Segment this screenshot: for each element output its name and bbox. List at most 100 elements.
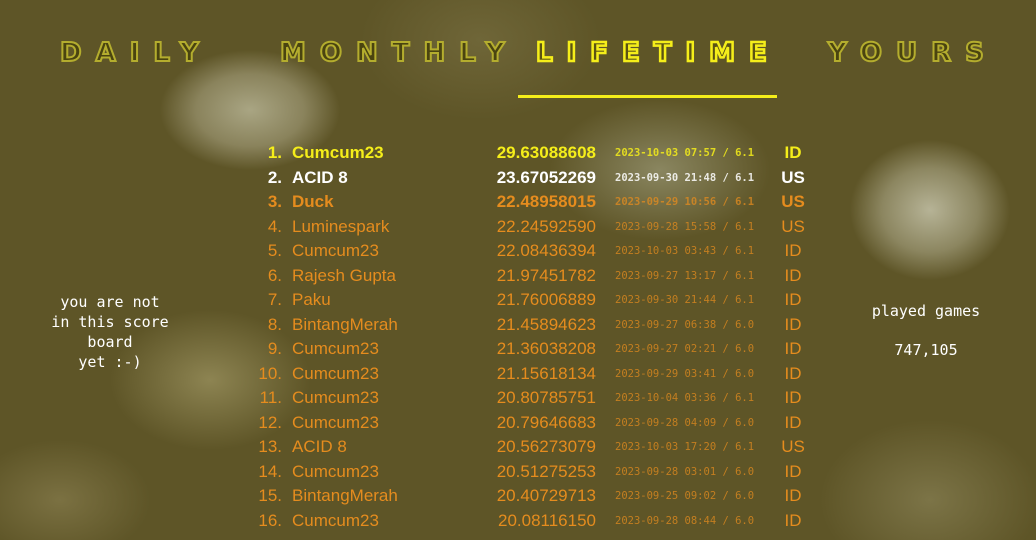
row-date: 2023-09-27 06:38 / 6.0 <box>615 318 755 331</box>
table-row: 10. Cumcum23 21.15618134 2023-09-29 03:41 /… <box>0 362 1036 386</box>
row-cc: ID <box>784 314 802 334</box>
row-cc: US <box>781 216 805 236</box>
row-score: 22.24592590 <box>496 216 596 236</box>
table-row: 11. Cumcum23 20.80785751 2023-10-04 03:36 /… <box>0 386 1036 410</box>
row-name: Cumcum23 <box>292 412 379 432</box>
status-line: board <box>87 333 133 351</box>
row-cc: US <box>781 192 805 211</box>
row-name: Paku <box>292 290 331 309</box>
row-name: Cumcum23 <box>292 510 379 530</box>
row-cc: ID <box>784 363 802 383</box>
row-name: BintangMerah <box>292 314 398 334</box>
table-row: 8. BintangMerah 21.45894623 2023-09-27 06:3… <box>0 313 1036 337</box>
row-rank: 5. <box>267 241 282 260</box>
row-date: 2023-09-25 09:02 / 6.0 <box>615 490 755 502</box>
table-row: 15. BintangMerah 20.40729713 2023-09-25 09:… <box>0 484 1036 508</box>
table-row: 1. Cumcum23 29.63088608 2023-10-03 07:57 / … <box>0 141 1036 165</box>
row-cc: ID <box>784 241 802 260</box>
row-cc: ID <box>784 486 802 505</box>
row-date: 2023-09-28 15:58 / 6.1 <box>615 220 755 233</box>
table-row: 14. Cumcum23 20.51275253 2023-09-28 03:01 /… <box>0 460 1036 484</box>
row-rank: 6. <box>267 265 282 285</box>
table-row: 13. ACID 8 20.56273079 2023-10-03 17:20 / 6… <box>0 435 1036 459</box>
row-date: 2023-09-29 03:41 / 6.0 <box>615 367 755 380</box>
row-cc: ID <box>784 510 802 530</box>
row-name: Rajesh Gupta <box>292 265 396 285</box>
row-score: 20.80785751 <box>496 388 596 407</box>
row-score: 20.40729713 <box>496 486 596 505</box>
row-rank: 8. <box>267 314 282 334</box>
row-score: 22.08436394 <box>496 241 596 260</box>
row-rank: 3. <box>267 192 282 211</box>
played-games-label: played games <box>871 302 981 320</box>
tab-daily[interactable]: DAILY <box>59 37 213 69</box>
row-date: 2023-09-28 08:44 / 6.0 <box>615 514 755 527</box>
row-date: 2023-10-03 07:57 / 6.1 <box>615 147 755 159</box>
row-name: Cumcum23 <box>292 388 379 407</box>
row-rank: 2. <box>267 167 282 187</box>
row-date: 2023-09-30 21:44 / 6.1 <box>615 294 755 306</box>
row-name: Luminespark <box>292 216 390 236</box>
row-cc: US <box>781 167 805 187</box>
status-line: in this score <box>51 313 169 331</box>
row-name: Cumcum23 <box>292 363 379 383</box>
row-rank: 7. <box>267 290 282 309</box>
row-cc: ID <box>784 143 802 162</box>
active-tab-underline <box>518 95 777 98</box>
row-name: ACID 8 <box>292 437 347 456</box>
tab-lifetime[interactable]: LIFETIME <box>535 37 781 70</box>
row-date: 2023-09-28 04:09 / 6.0 <box>615 416 755 429</box>
row-score: 21.97451782 <box>496 265 596 285</box>
played-games-count: 747,105 <box>894 341 958 359</box>
table-row: 9. Cumcum23 21.36038208 2023-09-27 02:21 / … <box>0 337 1036 361</box>
row-cc: ID <box>784 412 802 432</box>
row-rank: 10. <box>258 363 282 383</box>
row-date: 2023-09-28 03:01 / 6.0 <box>615 465 755 478</box>
row-date: 2023-09-29 10:56 / 6.1 <box>615 196 755 208</box>
tab-yours[interactable]: YOURS <box>827 37 998 69</box>
row-score: 21.76006889 <box>496 290 596 309</box>
row-date: 2023-10-04 03:36 / 6.1 <box>615 392 755 404</box>
table-row: 4. Luminespark 22.24592590 2023-09-28 15:58… <box>0 215 1036 239</box>
table-row: 12. Cumcum23 20.79646683 2023-09-28 04:09 /… <box>0 411 1036 435</box>
row-score: 21.15618134 <box>496 363 596 383</box>
table-row: 16. Cumcum23 20.08116150 2023-09-28 08:44 /… <box>0 509 1036 533</box>
row-date: 2023-10-03 03:43 / 6.1 <box>615 245 755 257</box>
row-score: 20.08116150 <box>497 510 596 530</box>
table-row: 3. Duck 22.48958015 2023-09-29 10:56 / 6.1 U… <box>0 190 1036 214</box>
row-rank: 15. <box>258 486 282 505</box>
status-line: you are not <box>60 293 160 311</box>
row-name: Duck <box>292 192 334 211</box>
row-cc: ID <box>784 388 802 407</box>
table-row: 7. Paku 21.76006889 2023-09-30 21:44 / 6.1 I… <box>0 288 1036 312</box>
row-name: Cumcum23 <box>292 143 384 162</box>
table-row: 6. Rajesh Gupta 21.97451782 2023-09-27 13:1… <box>0 264 1036 288</box>
row-rank: 9. <box>267 339 282 358</box>
table-row: 2. ACID 8 23.67052269 2023-09-30 21:48 / 6.… <box>0 166 1036 190</box>
not-ranked-message: you are not in this score board yet :-) <box>30 292 190 372</box>
row-rank: 1. <box>267 143 282 162</box>
row-rank: 4. <box>267 216 282 236</box>
row-rank: 14. <box>258 461 282 481</box>
row-cc: ID <box>784 265 802 285</box>
row-rank: 16. <box>258 510 282 530</box>
row-name: Cumcum23 <box>292 339 379 358</box>
row-score: 21.45894623 <box>496 314 596 334</box>
tab-monthly[interactable]: MONTHLY <box>279 37 519 69</box>
row-date: 2023-09-27 02:21 / 6.0 <box>615 343 755 355</box>
row-cc: ID <box>784 339 802 358</box>
row-name: Cumcum23 <box>292 241 379 260</box>
row-score: 20.56273079 <box>496 437 596 456</box>
row-rank: 13. <box>258 437 282 456</box>
status-line: yet :-) <box>78 353 142 371</box>
row-score: 20.51275253 <box>496 461 596 481</box>
row-score: 21.36038208 <box>496 339 596 358</box>
row-cc: ID <box>784 461 802 481</box>
row-date: 2023-09-27 13:17 / 6.1 <box>615 269 755 282</box>
row-score: 20.79646683 <box>496 412 596 432</box>
row-name: Cumcum23 <box>292 461 379 481</box>
row-score: 22.48958015 <box>496 192 596 211</box>
row-cc: US <box>781 437 805 456</box>
row-name: ACID 8 <box>292 167 348 187</box>
table-row: 5. Cumcum23 22.08436394 2023-10-03 03:43 / … <box>0 239 1036 263</box>
